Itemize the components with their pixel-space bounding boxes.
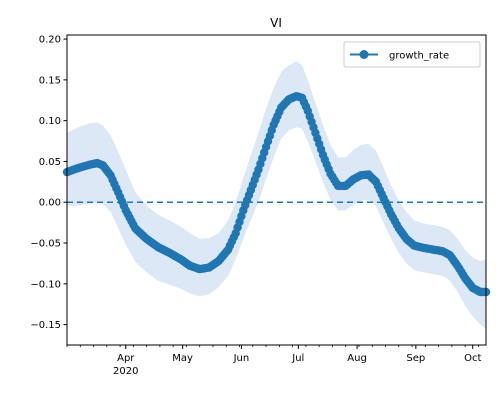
x-tick-label: Aug bbox=[347, 353, 367, 364]
x-tick-label: Apr bbox=[117, 353, 135, 364]
legend-entry-growth-rate: growth_rate bbox=[389, 51, 449, 62]
y-tick-label: 0.00 bbox=[39, 198, 61, 209]
confidence-band bbox=[67, 61, 486, 329]
series-growth-rate bbox=[62, 92, 491, 297]
x-tick-label: Jul bbox=[291, 353, 304, 364]
y-tick-label: 0.20 bbox=[39, 35, 61, 46]
x-tick-label: Jun bbox=[233, 353, 250, 364]
y-tick-label: −0.15 bbox=[30, 320, 61, 331]
y-tick-label: −0.05 bbox=[30, 239, 61, 250]
chart-title: VI bbox=[270, 16, 282, 30]
series-markers bbox=[62, 92, 491, 297]
x-axis: Apr 2020 May Jun Jul Aug Sep Oct bbox=[66, 345, 481, 377]
plot-area bbox=[62, 61, 491, 329]
legend: growth_rate bbox=[343, 41, 481, 68]
x-tick-label: Sep bbox=[406, 353, 425, 364]
legend-marker-swatch bbox=[359, 50, 369, 59]
y-tick-label: 0.10 bbox=[39, 116, 61, 127]
legend-box bbox=[343, 41, 481, 68]
x-tick-label: May bbox=[172, 353, 193, 364]
y-tick-label: 0.15 bbox=[39, 75, 61, 86]
y-tick-label: −0.10 bbox=[30, 279, 61, 290]
y-tick-label: 0.05 bbox=[39, 157, 61, 168]
x-tick-label: Oct bbox=[464, 353, 481, 364]
axes-frame bbox=[66, 34, 487, 346]
x-tick-year-label: 2020 bbox=[113, 366, 138, 377]
y-axis: −0.15 −0.10 −0.05 0.00 0.05 0.10 0.15 0.20 bbox=[30, 35, 67, 331]
